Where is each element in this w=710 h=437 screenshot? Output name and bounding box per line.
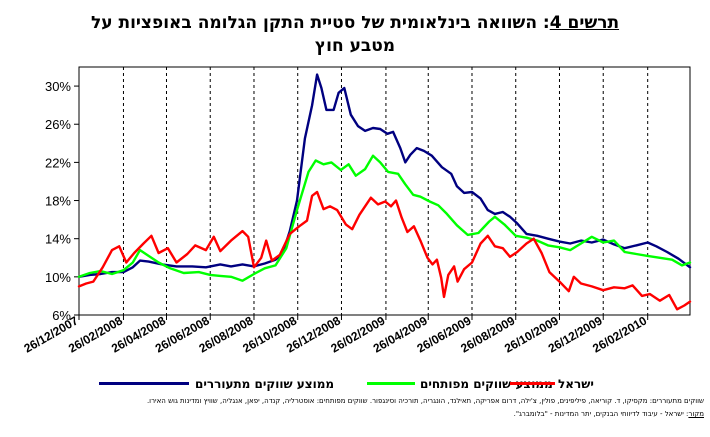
legend-swatch-israel	[510, 382, 555, 385]
y-tick-label: 18%	[45, 194, 71, 209]
chart-title-line2: מטבע חוץ	[314, 36, 396, 56]
y-tick-label: 26%	[45, 117, 71, 132]
y-tick-label: 30%	[45, 79, 71, 94]
legend-label-israel: ישראל	[558, 377, 594, 391]
chart-title-prefix: תרשים 4	[549, 13, 620, 33]
legend-label-emerging: ממוצע שווקים מתעוררים	[195, 377, 335, 391]
plot-frame	[78, 66, 691, 316]
legend-swatch-developed	[367, 382, 415, 385]
y-tick-label: 10%	[45, 270, 71, 285]
chart-note-source-text: : ישראל - עיבוד לדיווחי הבנקים, יתר המדי…	[513, 410, 689, 418]
y-tick-label: 6%	[52, 308, 71, 323]
series-line-israel	[77, 190, 692, 311]
chart-note-countries: שווקים מתעוררים: מקסיקו, ד. קוריאה, פילי…	[146, 397, 704, 405]
chart-note-source: מקור: ישראל - עיבוד לדיווחי הבנקים, יתר …	[514, 410, 704, 418]
y-tick-label: 22%	[45, 155, 71, 170]
legend-swatch-emerging	[99, 382, 189, 385]
chart-title-rest: : השוואה בינלאומית של סטיית התקן הגלומה …	[90, 13, 550, 33]
chart-title-line1: תרשים 4: השוואה בינלאומית של סטיית התקן …	[0, 13, 710, 33]
series-line-developed	[77, 154, 692, 282]
chart-note-source-label: מקור	[688, 410, 704, 418]
y-tick-label: 14%	[45, 232, 71, 247]
series-line-emerging	[77, 73, 692, 278]
legend-label-developed: ממוצע שווקים מפותחים	[420, 377, 553, 391]
